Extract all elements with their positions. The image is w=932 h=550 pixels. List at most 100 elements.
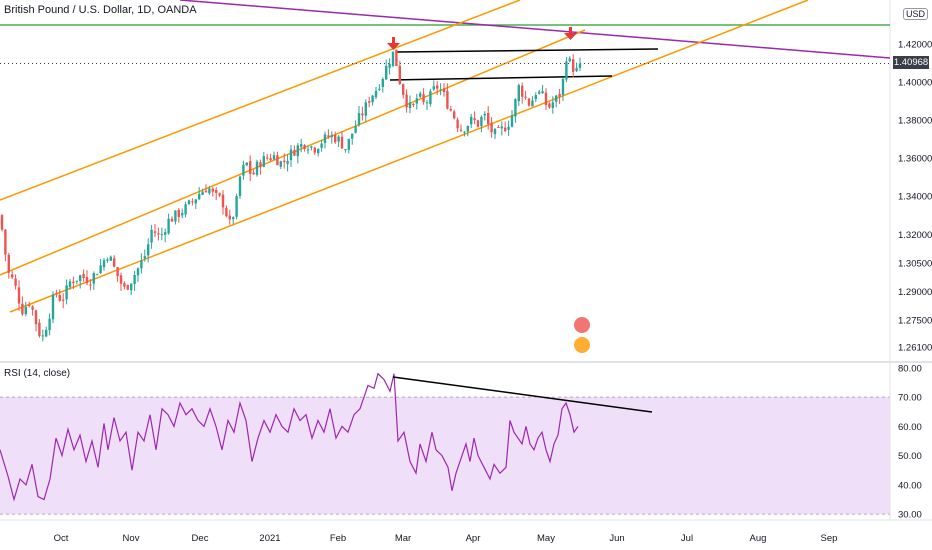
candle-body (538, 91, 541, 94)
candle-body (181, 213, 184, 216)
event-badges[interactable] (574, 317, 590, 353)
candle-body (51, 294, 55, 320)
channel-middle-line[interactable] (0, 29, 586, 276)
candle-body (572, 59, 575, 72)
candle-body (500, 126, 503, 129)
candle-body (456, 119, 459, 129)
candle-body (548, 103, 551, 108)
time-tick-label: Jul (681, 533, 693, 544)
candle-body (524, 96, 527, 98)
candle-body (555, 95, 558, 102)
channel-upper-line[interactable] (0, 0, 521, 201)
rsi-axis[interactable]: 80.00 70.00 60.00 50.00 40.00 30.00 (898, 363, 922, 520)
candle-body (215, 189, 218, 193)
candle-body (476, 120, 480, 127)
candle-body (92, 273, 95, 284)
candle-body (55, 293, 58, 295)
candle-body (473, 118, 476, 121)
candle-body (364, 102, 367, 116)
candle-body (497, 127, 500, 129)
currency-badge[interactable]: USD (903, 8, 929, 20)
candle-body (293, 150, 296, 156)
candle-body (133, 275, 136, 285)
chart-title: British Pound / U.S. Dollar, 1D, OANDA (4, 4, 197, 16)
time-tick-label: 2021 (259, 533, 280, 544)
candle-body (0, 215, 4, 230)
candles[interactable] (0, 49, 582, 342)
candle-body (395, 49, 398, 66)
candle-body (160, 234, 163, 236)
candle-body (218, 193, 221, 196)
candle-body (242, 164, 245, 176)
candle-body (96, 274, 99, 276)
candle-body (463, 131, 466, 133)
candle-body (279, 161, 282, 167)
candle-body (480, 116, 483, 127)
candle-body (412, 104, 415, 106)
candle-body (303, 145, 306, 150)
candle-body (249, 161, 252, 175)
candle-body (466, 126, 469, 132)
candle-body (422, 94, 425, 103)
candle-body (228, 215, 231, 220)
candle-body (62, 299, 65, 301)
price-tick-label: 1.26100 (898, 342, 932, 353)
candle-body (157, 233, 160, 235)
candle-body (317, 149, 320, 154)
price-pane[interactable] (0, 0, 890, 362)
candle-body (4, 229, 7, 255)
candle-body (116, 267, 119, 277)
candle-body (198, 193, 201, 200)
purple-trendline[interactable] (179, 0, 891, 59)
candle-body (521, 85, 524, 97)
candle-body (354, 126, 357, 133)
rsi-title: RSI (14, close) (4, 368, 71, 379)
candle-body (24, 306, 27, 315)
candle-body (391, 51, 395, 66)
candle-body (527, 98, 531, 106)
candle-body (347, 138, 350, 150)
candle-body (334, 134, 337, 143)
candle-body (351, 133, 354, 139)
candle-body (425, 102, 429, 104)
candle-body (17, 287, 21, 304)
candle-body (45, 329, 48, 337)
time-tick-label: Apr (466, 533, 481, 544)
double-top-resistance-line[interactable] (396, 48, 659, 53)
candle-body (38, 322, 41, 336)
candle-body (11, 274, 14, 278)
candle-body (504, 127, 507, 132)
candle-body (378, 88, 381, 90)
candle-body (235, 196, 238, 217)
candle-body (184, 204, 187, 215)
candle-body (174, 210, 177, 222)
candle-body (238, 176, 242, 196)
candle-body (568, 58, 571, 62)
channel-lower-line[interactable] (9, 0, 809, 313)
price-axis[interactable]: 1.42000 1.40000 1.38000 1.36000 1.34000 1.320… (898, 39, 932, 353)
time-tick-label: Jun (609, 533, 624, 544)
candle-body (143, 256, 146, 259)
candle-body (106, 259, 109, 261)
price-tick-label: 1.42000 (898, 39, 932, 50)
time-tick-label: Dec (192, 533, 209, 544)
candle-body (259, 162, 262, 168)
candle-body (439, 89, 442, 91)
time-axis[interactable]: Oct Nov Dec 2021 Feb Mar Apr May Jun Jul Aug Sep (54, 533, 838, 544)
candle-body (415, 98, 418, 104)
candle-body (344, 149, 347, 151)
candle-body (208, 188, 211, 194)
neckline[interactable] (389, 75, 613, 81)
candle-body (337, 136, 340, 142)
rsi-line[interactable] (0, 372, 579, 502)
candle-body (75, 280, 78, 282)
candle-body (41, 335, 44, 337)
rsi-band-lines (0, 396, 890, 515)
rsi-divergence-line[interactable] (392, 376, 653, 413)
last-price-tag: 1.40968 (893, 56, 929, 69)
time-tick-label: Oct (54, 533, 69, 544)
candle-body (575, 67, 578, 72)
candle-body (255, 161, 259, 175)
candle-body (442, 88, 446, 93)
